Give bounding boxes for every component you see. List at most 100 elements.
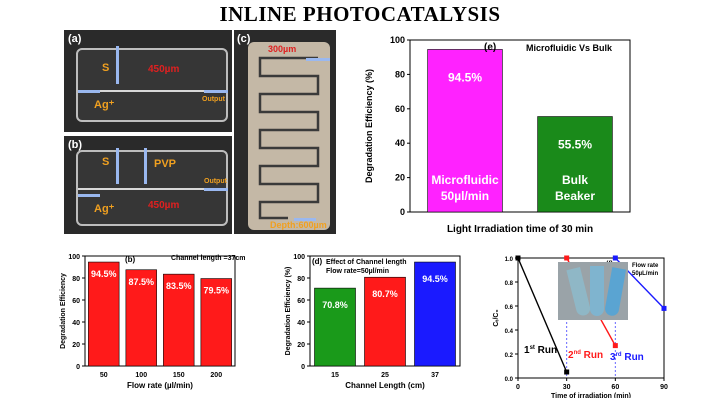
run-label: 3rd Run bbox=[610, 352, 644, 363]
arrow-s-a bbox=[116, 46, 119, 84]
series-point bbox=[564, 369, 570, 375]
arrow-pvp-b bbox=[144, 148, 147, 184]
panel-label-c: (c) bbox=[237, 33, 251, 45]
series-point bbox=[612, 343, 618, 349]
chart-title: Microfluidic Vs Bulk bbox=[526, 43, 613, 53]
panel-label: (e) bbox=[484, 42, 496, 53]
dim-label-a: 450µm bbox=[148, 64, 180, 75]
inlet-pvp-label-b: PVP bbox=[154, 158, 177, 170]
inlet-s-label-a: S bbox=[102, 62, 110, 74]
bar-value-label: 79.5% bbox=[203, 286, 229, 296]
y-axis-label: Cₜ/C₀ bbox=[493, 309, 500, 326]
inlet-ag-label-a: Ag⁺ bbox=[94, 99, 115, 111]
y-tick-label: 0 bbox=[301, 364, 305, 371]
dim-label-b: 450µm bbox=[148, 200, 180, 211]
photo-panel-a: (a) S Ag⁺ 450µm Output bbox=[64, 30, 232, 132]
chip-c bbox=[248, 42, 330, 230]
page-title: INLINE PHOTOCATALYSIS bbox=[219, 2, 501, 26]
bar-value-label: 83.5% bbox=[166, 281, 192, 291]
bar bbox=[88, 261, 120, 367]
flow-rate-annotation: 50µL/min bbox=[632, 271, 658, 277]
depth-label-c: Depth:600µm bbox=[270, 220, 327, 230]
photo-panel-b: (b) S PVP Ag⁺ 450µm Output bbox=[64, 136, 232, 234]
series-point bbox=[564, 255, 570, 261]
series-point bbox=[661, 305, 667, 311]
x-axis-label: Flow rate (µl/min) bbox=[127, 381, 193, 390]
chart-title: Flow rate=50µl/min bbox=[326, 268, 389, 275]
vial-2 bbox=[590, 266, 604, 316]
x-tick-label: 200 bbox=[210, 372, 222, 379]
series-point bbox=[515, 255, 521, 261]
panel-label-b: (b) bbox=[68, 139, 83, 151]
y-tick-label: 20 bbox=[297, 342, 305, 349]
chart-e: 0 20 40 60 80 100 94.5% Microfluidic 50µl/min 55.… bbox=[364, 35, 631, 235]
y-tick-label: 100 bbox=[68, 254, 80, 261]
panel-label-a: (a) bbox=[68, 33, 82, 45]
bar bbox=[537, 116, 613, 213]
y-tick-label: 0.2 bbox=[505, 353, 514, 359]
x-axis-label: Channel Length (cm) bbox=[345, 381, 425, 390]
y-tick-label: 0 bbox=[400, 207, 405, 217]
bar-inner-label: Bulk bbox=[562, 173, 588, 187]
x-tick-label: 150 bbox=[173, 372, 185, 379]
y-tick-label: 80 bbox=[395, 69, 405, 79]
arrow-out-a bbox=[204, 90, 228, 93]
y-tick-label: 100 bbox=[293, 254, 305, 261]
bar bbox=[314, 287, 356, 367]
bar bbox=[163, 273, 195, 367]
output-label-b: Output bbox=[204, 178, 227, 185]
arrow-out-c bbox=[294, 218, 316, 221]
x-tick-label: 100 bbox=[135, 372, 147, 379]
y-tick-label: 0.6 bbox=[505, 305, 514, 311]
y-axis-label: Degradation Efficiency bbox=[60, 273, 67, 349]
y-axis-label: Degradation Efficiency (%) bbox=[364, 69, 374, 183]
y-tick-label: 0.8 bbox=[505, 281, 514, 287]
bar-value-label: 80.7% bbox=[372, 289, 398, 299]
plot-frame bbox=[517, 257, 665, 379]
x-tick-label: 15 bbox=[331, 372, 339, 379]
x-tick-label: 30 bbox=[563, 384, 571, 391]
channel-line-a bbox=[78, 90, 224, 92]
vial-3 bbox=[603, 267, 627, 317]
y-tick-label: 80 bbox=[297, 276, 305, 283]
y-tick-label: 40 bbox=[297, 320, 305, 327]
bar bbox=[414, 261, 456, 367]
y-tick-label: 0.0 bbox=[505, 377, 514, 383]
vial-1 bbox=[566, 267, 592, 317]
bar-inner-label: 50µl/min bbox=[441, 189, 489, 203]
arrow-ag-b bbox=[78, 194, 100, 197]
bar-value-label: 70.8% bbox=[322, 300, 348, 310]
plot-frame bbox=[84, 255, 236, 367]
flow-rate-annotation: Flow rate bbox=[632, 263, 659, 269]
chart-b: 0 20 40 60 80 100 94.5% 50 87.5% 100 83.5% 150 79.5%… bbox=[60, 254, 245, 390]
series-point bbox=[612, 255, 618, 261]
y-tick-label: 80 bbox=[72, 276, 80, 283]
y-tick-label: 20 bbox=[72, 342, 80, 349]
y-tick-label: 40 bbox=[395, 138, 405, 148]
panel-label: (d) bbox=[312, 257, 323, 266]
plot-frame bbox=[409, 39, 631, 213]
width-label-c: 300µm bbox=[268, 44, 297, 54]
x-tick-label: 50 bbox=[100, 372, 108, 379]
inlet-s-label-b: S bbox=[102, 156, 110, 168]
arrow-s-b bbox=[116, 148, 119, 184]
y-tick-label: 60 bbox=[72, 298, 80, 305]
bar-value-label: 55.5% bbox=[558, 138, 592, 152]
serpentine-channel bbox=[258, 56, 320, 220]
arrow-in-c bbox=[306, 58, 330, 61]
chip-a bbox=[76, 48, 228, 122]
x-tick-label: 60 bbox=[611, 384, 619, 391]
y-axis-label: Degradation Efficiency (%) bbox=[285, 267, 292, 356]
y-tick-label: 40 bbox=[72, 320, 80, 327]
chart-d: 0 20 40 60 80 100 70.8% 15 80.7% 25 94.5% 37 Channel… bbox=[285, 254, 461, 390]
bar bbox=[364, 276, 406, 367]
output-label-a: Output bbox=[202, 96, 225, 103]
x-tick-label: 90 bbox=[660, 384, 668, 391]
bar-inner-label: Beaker bbox=[555, 189, 595, 203]
bar bbox=[125, 269, 157, 367]
bar-value-label: 94.5% bbox=[91, 269, 117, 279]
bar-inner-label: Microfluidic bbox=[431, 173, 499, 187]
x-tick-label: 25 bbox=[381, 372, 389, 379]
arrow-out-b bbox=[204, 188, 228, 191]
run-label: 2nd Run bbox=[568, 350, 603, 361]
